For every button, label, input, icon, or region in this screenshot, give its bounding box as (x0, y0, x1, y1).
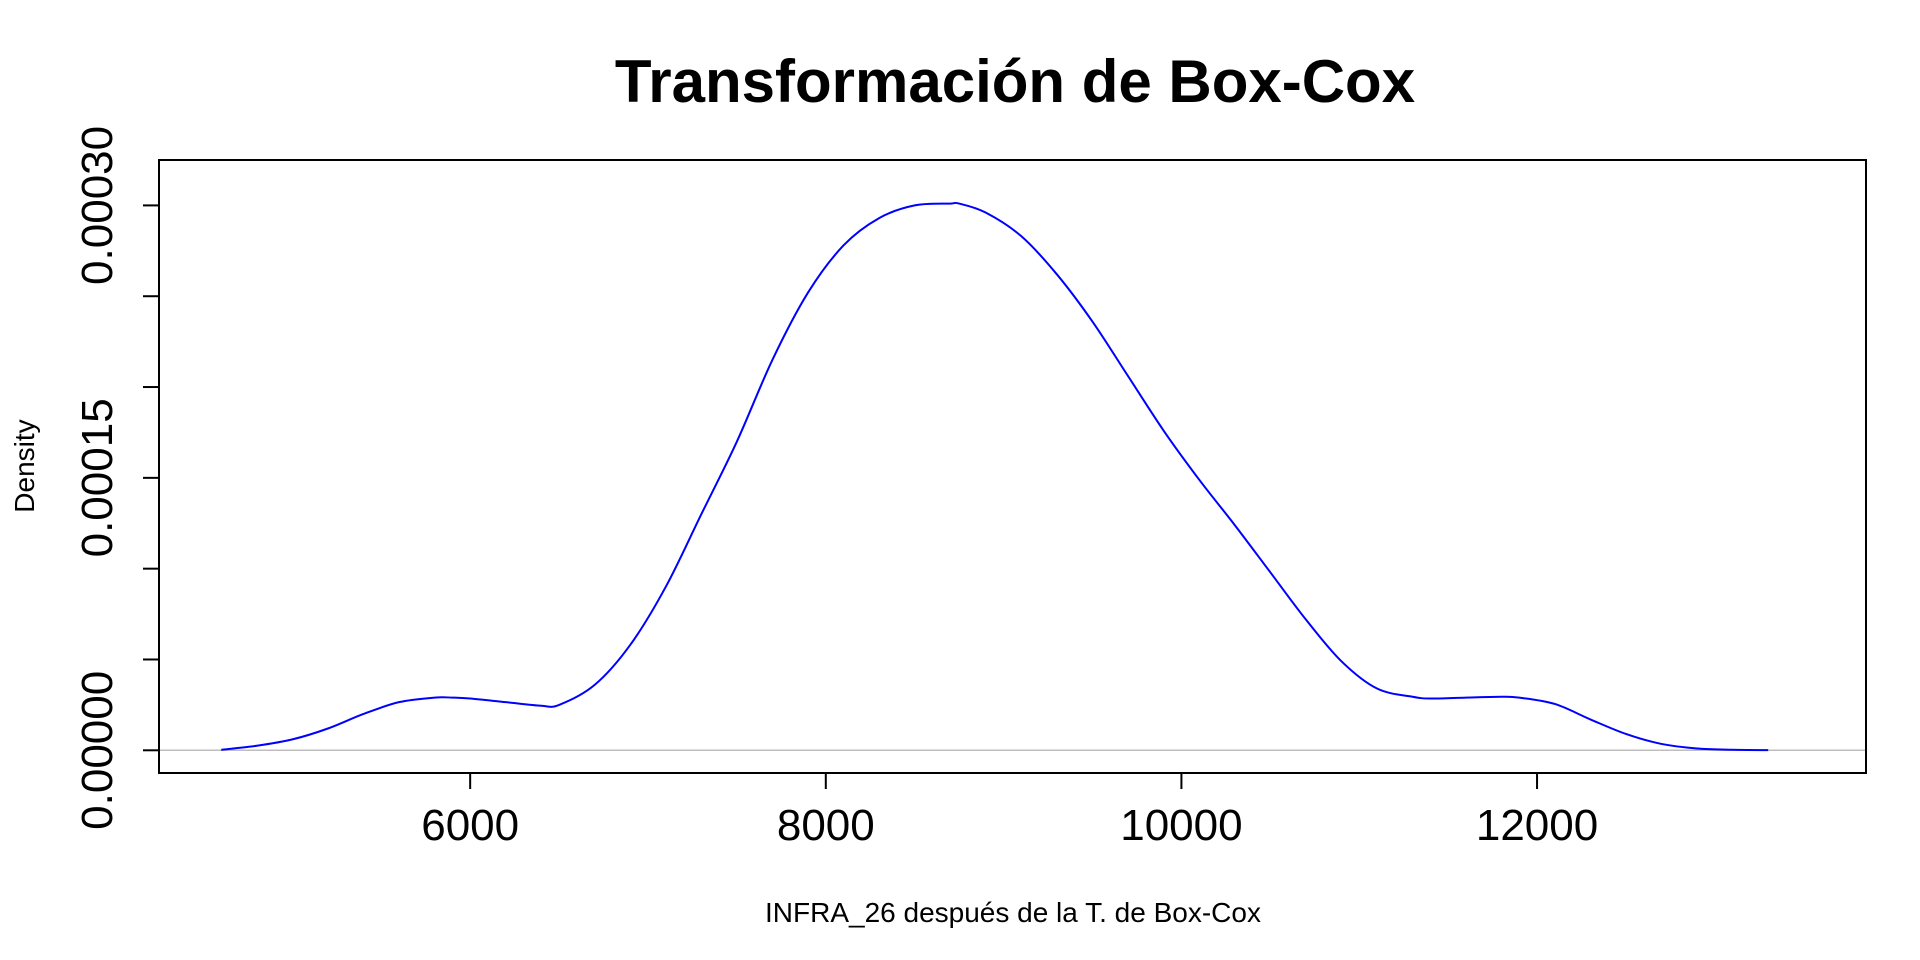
y-tick-label: 0.00000 (73, 671, 122, 830)
x-axis-label: INFRA_26 después de la T. de Box-Cox (765, 897, 1261, 928)
x-tick-label: 12000 (1476, 801, 1598, 850)
y-tick-label: 0.00030 (73, 126, 122, 285)
plot-area (158, 159, 1867, 774)
x-axis: 6000 8000 10000 12000 (421, 772, 1598, 850)
chart-title: Transformación de Box-Cox (615, 48, 1415, 115)
x-tick-label: 6000 (421, 801, 519, 850)
y-tick-label: 0.00015 (73, 398, 122, 557)
x-tick-label: 10000 (1120, 801, 1242, 850)
y-axis-label: Density (9, 419, 40, 512)
density-line (221, 201, 1769, 752)
y-axis: 0.00000 0.00015 0.00030 (73, 126, 160, 830)
x-tick-label: 8000 (777, 801, 875, 850)
